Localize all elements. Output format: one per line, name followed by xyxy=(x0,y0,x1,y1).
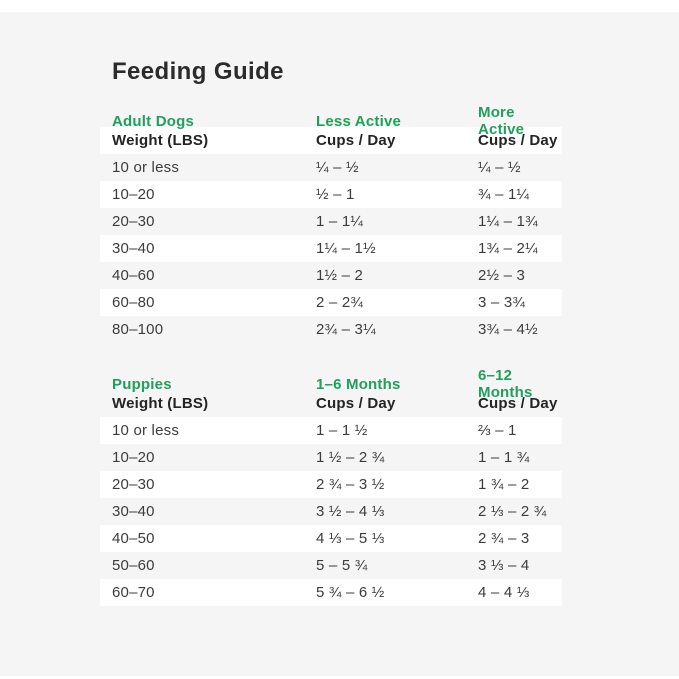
value-cell: 1¼ – 1¾ xyxy=(478,213,538,230)
table-row: 20–30 1 – 1¼ 1¼ – 1¾ xyxy=(100,208,562,235)
weight-cell: 50–60 xyxy=(112,557,155,574)
weight-cell: 60–70 xyxy=(112,584,155,601)
value-cell: 1 – 1 ¾ xyxy=(478,449,530,466)
table-row: 40–60 1½ – 2 2½ – 3 xyxy=(100,262,562,289)
column-header-row: Weight (LBS) Cups / Day Cups / Day xyxy=(100,127,562,154)
value-cell: ⅔ – 1 xyxy=(478,422,517,439)
section-label: Puppies xyxy=(112,375,172,393)
value-cell: 2¾ – 3¼ xyxy=(316,321,376,338)
section-col3-label: More Active xyxy=(478,104,525,138)
weight-cell: 80–100 xyxy=(112,321,164,338)
value-cell: ½ – 1 xyxy=(316,186,355,203)
section-header-row: Puppies 1–6 Months 6–12 Months xyxy=(100,367,562,401)
tables: Adult Dogs Less Active More Active Weight (… xyxy=(100,104,562,606)
value-cell: ¾ – 1¼ xyxy=(478,186,530,203)
table-row: 10 or less ¼ – ½ ¼ – ½ xyxy=(100,154,562,181)
table-row: 10 or less 1 – 1 ½ ⅔ – 1 xyxy=(100,417,562,444)
value-cell: 1 ¾ – 2 xyxy=(478,476,530,493)
value-cell: 3 – 3¾ xyxy=(478,294,526,311)
weight-cell: 10–20 xyxy=(112,186,155,203)
value-cell: 2 ⅓ – 2 ¾ xyxy=(478,503,547,520)
table-section: Adult Dogs Less Active More Active Weight (… xyxy=(100,104,562,343)
value-cell: ¼ – ½ xyxy=(316,159,359,176)
section-col3-label: 6–12 Months xyxy=(478,367,533,401)
section-label: Adult Dogs xyxy=(112,112,194,130)
page-title: Feeding Guide xyxy=(112,58,284,85)
table-row: 10–20 ½ – 1 ¾ – 1¼ xyxy=(100,181,562,208)
table-row: 10–20 1 ½ – 2 ¾ 1 – 1 ¾ xyxy=(100,444,562,471)
section-col2-label: 1–6 Months xyxy=(316,375,401,393)
table-row: 40–50 4 ⅓ – 5 ⅓ 2 ¾ – 3 xyxy=(100,525,562,552)
section-header-row: Adult Dogs Less Active More Active xyxy=(100,104,562,138)
weight-header-cell: Weight (LBS) xyxy=(112,132,209,149)
value-cell: 4 ⅓ – 5 ⅓ xyxy=(316,530,385,547)
value-cell: 3¾ – 4½ xyxy=(478,321,538,338)
cups-header-cell: Cups / Day xyxy=(316,132,396,149)
weight-cell: 60–80 xyxy=(112,294,155,311)
column-header-row: Weight (LBS) Cups / Day Cups / Day xyxy=(100,390,562,417)
value-cell: 2 ¾ – 3 ½ xyxy=(316,476,385,493)
value-cell: 4 – 4 ⅓ xyxy=(478,584,530,601)
value-cell: 1¼ – 1½ xyxy=(316,240,376,257)
weight-header-cell: Weight (LBS) xyxy=(112,395,209,412)
weight-cell: 10–20 xyxy=(112,449,155,466)
table-row: 30–40 1¼ – 1½ 1¾ – 2¼ xyxy=(100,235,562,262)
weight-cell: 30–40 xyxy=(112,240,155,257)
table-row: 20–30 2 ¾ – 3 ½ 1 ¾ – 2 xyxy=(100,471,562,498)
value-cell: ¼ – ½ xyxy=(478,159,521,176)
value-cell: 1 ½ – 2 ¾ xyxy=(316,449,385,466)
weight-cell: 10 or less xyxy=(112,159,180,176)
weight-cell: 20–30 xyxy=(112,213,155,230)
value-cell: 2 – 2¾ xyxy=(316,294,364,311)
weight-cell: 10 or less xyxy=(112,422,180,439)
value-cell: 3 ½ – 4 ⅓ xyxy=(316,503,385,520)
value-cell: 2½ – 3 xyxy=(478,267,526,284)
value-cell: 3 ⅓ – 4 xyxy=(478,557,530,574)
weight-cell: 40–60 xyxy=(112,267,155,284)
value-cell: 2 ¾ – 3 xyxy=(478,530,530,547)
value-cell: 5 ¾ – 6 ½ xyxy=(316,584,385,601)
weight-cell: 40–50 xyxy=(112,530,155,547)
table-row: 60–80 2 – 2¾ 3 – 3¾ xyxy=(100,289,562,316)
value-cell: 5 – 5 ¾ xyxy=(316,557,368,574)
guide-content: Feeding Guide Adult Dogs Less Active More … xyxy=(100,58,562,606)
weight-cell: 30–40 xyxy=(112,503,155,520)
weight-cell: 20–30 xyxy=(112,476,155,493)
table-row: 60–70 5 ¾ – 6 ½ 4 – 4 ⅓ xyxy=(100,579,562,606)
table-row: 30–40 3 ½ – 4 ⅓ 2 ⅓ – 2 ¾ xyxy=(100,498,562,525)
cups-header-cell: Cups / Day xyxy=(478,395,558,412)
table-row: 50–60 5 – 5 ¾ 3 ⅓ – 4 xyxy=(100,552,562,579)
section-col2-label: Less Active xyxy=(316,112,402,130)
value-cell: 1 – 1 ½ xyxy=(316,422,368,439)
cups-header-cell: Cups / Day xyxy=(478,132,558,149)
value-cell: 1½ – 2 xyxy=(316,267,364,284)
cups-header-cell: Cups / Day xyxy=(316,395,396,412)
guide-panel: Feeding Guide Adult Dogs Less Active More … xyxy=(0,12,679,676)
table-row: 80–100 2¾ – 3¼ 3¾ – 4½ xyxy=(100,316,562,343)
value-cell: 1 – 1¼ xyxy=(316,213,364,230)
value-cell: 1¾ – 2¼ xyxy=(478,240,538,257)
table-section: Puppies 1–6 Months 6–12 Months Weight (LBS)… xyxy=(100,367,562,606)
